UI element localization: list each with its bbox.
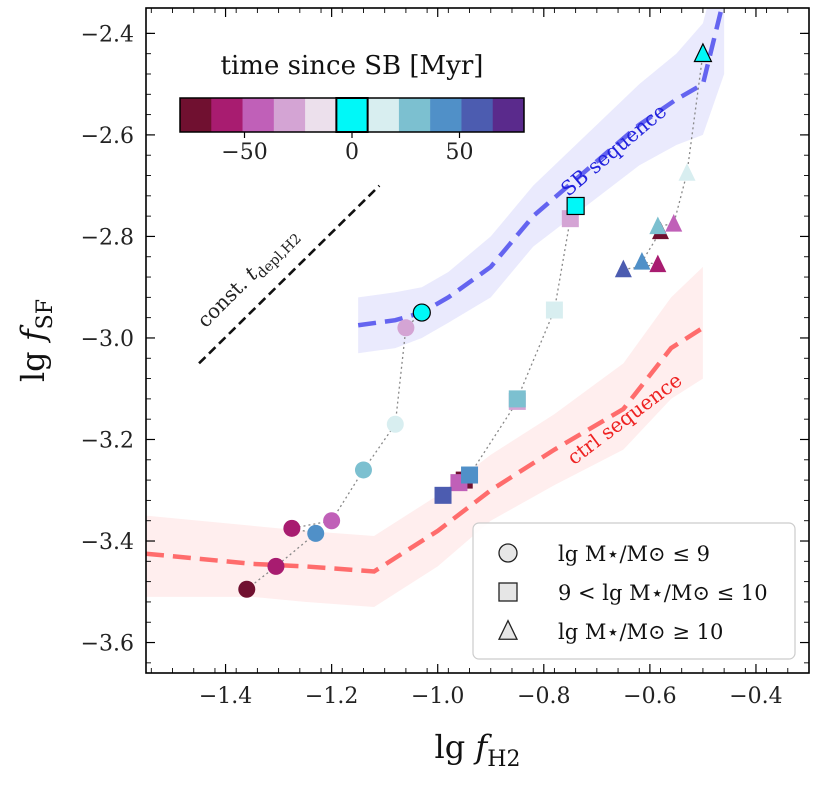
colorbar-swatch-9 (461, 98, 494, 132)
x-tick-label-3: −0.8 (517, 684, 570, 709)
x-tick-label-0: −1.4 (199, 684, 252, 709)
colorbar-swatch-8 (430, 98, 462, 132)
y-tick-label-2: −3.2 (81, 428, 134, 453)
x-tick-label-5: −0.4 (729, 684, 782, 709)
sequence-lines (146, 8, 724, 574)
track-0-circle-point-4 (307, 524, 325, 542)
track-2-triangle-point-4 (649, 216, 667, 235)
track-1-square-point-3 (461, 466, 479, 484)
track-1-square-point-2 (434, 486, 452, 504)
track-0-circle-point-6 (386, 415, 404, 433)
track-2-triangle-point-0 (614, 259, 632, 278)
colorbar: time since SB [Myr] −50 0 50 (179, 51, 525, 165)
track-1-square-point-8 (566, 196, 585, 216)
y-axis-title: lg fSF (14, 299, 58, 382)
y-tick-label-6: −2.4 (81, 22, 134, 47)
axes: −1.4 −1.2 −1.0 −0.8 −0.6 −0.4 −3.6 −3.4 −3.2 −3.0… (14, 7, 810, 772)
legend-label-1: 9 < lg M⋆/M⊙ ≤ 10 (558, 581, 768, 605)
colorbar-swatch-2 (242, 98, 275, 132)
x-axis-title: lg fH2 (435, 728, 521, 772)
colorbar-swatch-5 (336, 98, 369, 132)
legend-label-2: lg M⋆/M⊙ ≥ 10 (558, 620, 723, 644)
y-tick-label-5: −2.6 (81, 124, 134, 149)
track-0-circle-point-3 (323, 512, 341, 530)
sequence-bands (146, 8, 725, 608)
colorbar-swatch-1 (211, 98, 243, 132)
const-depletion-line: const. tdepl,H2 (192, 184, 381, 365)
track-0-circle-point-5 (354, 461, 372, 479)
colorbar-swatch-3 (273, 98, 306, 132)
track-2-triangle-point-2 (649, 254, 667, 273)
y-tick-label-3: −3.0 (81, 327, 134, 352)
legend: lg M⋆/M⊙ ≤ 9 9 < lg M⋆/M⊙ ≤ 10 lg M⋆/M⊙ ≥ … (472, 522, 796, 660)
colorbar-swatch-0 (180, 98, 212, 132)
y-tick-label-1: −3.4 (81, 530, 134, 555)
legend-marker-circle (498, 543, 518, 563)
sequence-band-0 (358, 8, 725, 354)
colorbar-tick-label-2: 50 (446, 140, 474, 165)
track-2-triangle-point-7 (693, 42, 713, 63)
colorbar-swatch-7 (398, 98, 431, 132)
const-line (198, 184, 381, 365)
track-2-triangle-point-6 (678, 163, 696, 181)
track-2-triangle-point-1 (633, 252, 651, 270)
legend-label-0: lg M⋆/M⊙ ≤ 9 (558, 542, 710, 566)
colorbar-title: time since SB [Myr] (221, 51, 484, 81)
y-tick-label-0: −3.6 (81, 632, 134, 657)
track-0-circle-point-1 (267, 557, 285, 575)
sequence-band-1 (146, 266, 703, 608)
legend-box (472, 522, 796, 660)
track-markers (238, 42, 713, 598)
track-2-triangle-point-5 (665, 213, 683, 232)
track-1-square-point-5 (508, 390, 526, 408)
colorbar-tick-label-0: −50 (221, 140, 267, 165)
track-0-circle-point-7 (397, 319, 415, 337)
const-line-label: const. tdepl,H2 (192, 222, 305, 335)
colorbar-swatch-10 (492, 98, 525, 132)
track-0-circle-point-8 (412, 303, 431, 322)
colorbar-swatch-4 (305, 98, 337, 132)
track-0-circle-point-2 (283, 519, 301, 537)
legend-marker-triangle (497, 619, 519, 640)
plot-frame (145, 7, 810, 674)
legend-marker-square (498, 582, 518, 602)
x-tick-label-1: −1.2 (305, 684, 358, 709)
x-tick-label-4: −0.6 (623, 684, 676, 709)
colorbar-swatch-6 (367, 98, 400, 132)
x-tick-label-2: −1.0 (411, 684, 464, 709)
track-1-square-point-6 (545, 301, 563, 319)
track-0-circle-point-0 (238, 580, 256, 598)
y-tick-label-4: −2.8 (81, 225, 134, 250)
sequence-line-1 (146, 325, 705, 574)
sequence-line-0 (357, 8, 724, 328)
colorbar-tick-label-1: 0 (345, 140, 359, 165)
